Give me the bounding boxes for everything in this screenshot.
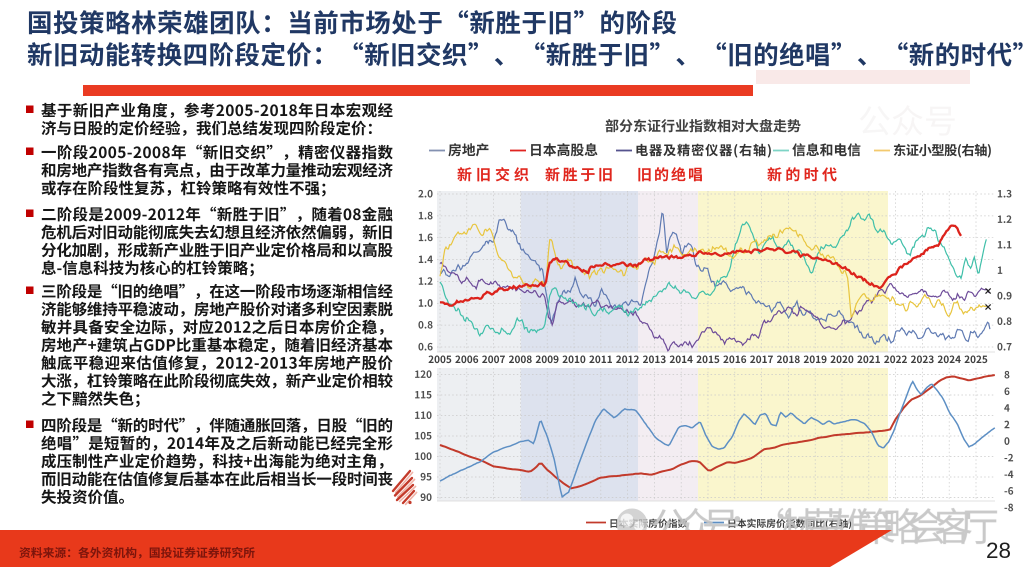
svg-text:28: 28	[986, 538, 1011, 563]
